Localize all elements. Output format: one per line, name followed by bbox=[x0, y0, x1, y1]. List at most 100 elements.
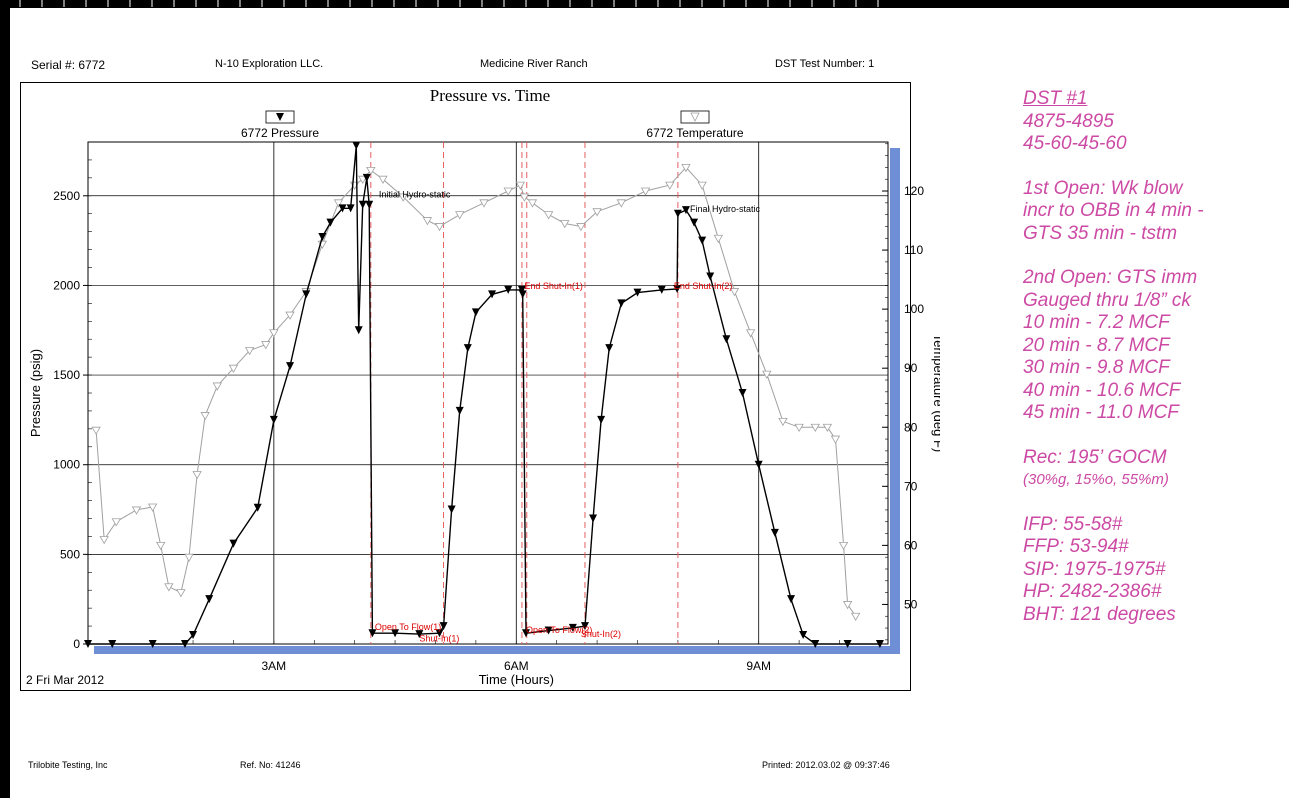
temperature-point bbox=[164, 583, 174, 592]
chart-shadow-right bbox=[890, 148, 900, 652]
pressure-point bbox=[286, 362, 295, 371]
temperature-point bbox=[778, 417, 788, 427]
x-tick-label: 9AM bbox=[746, 659, 771, 673]
pressure-point bbox=[447, 505, 456, 514]
pressure-point bbox=[84, 640, 92, 648]
y-axis-label: Pressure (psig) bbox=[28, 349, 43, 437]
footer-company: Trilobite Testing, Inc bbox=[28, 760, 108, 770]
y2-tick-label: 80 bbox=[904, 420, 918, 434]
temperature-point bbox=[131, 506, 142, 515]
temperature-point bbox=[640, 187, 651, 196]
open2-line: 40 min - 10.6 MCF bbox=[1023, 379, 1181, 401]
y2-axis-label: Temperature (deg F) bbox=[931, 334, 940, 453]
pressure-point bbox=[673, 209, 682, 218]
pressure-point bbox=[439, 622, 448, 631]
report-page: Serial #: 6772 N-10 Exploration LLC. Med… bbox=[10, 8, 1289, 798]
company-name: N-10 Exploration LLC. bbox=[215, 58, 324, 70]
temperature-point bbox=[333, 199, 344, 208]
temperature-point bbox=[560, 220, 570, 229]
temperature-point bbox=[592, 208, 602, 217]
open1-line: incr to OBB in 4 min - bbox=[1023, 200, 1204, 221]
x-tick-label: 6AM bbox=[504, 659, 529, 673]
y2-tick-label: 120 bbox=[904, 184, 924, 198]
test-number: DST Test Number: 1 bbox=[775, 58, 875, 70]
y2-tick-label: 100 bbox=[904, 302, 924, 316]
temperature-point bbox=[697, 181, 707, 190]
temperature-point bbox=[794, 423, 804, 433]
pressure-line: SIP: 1975-1975# bbox=[1023, 558, 1166, 580]
notes-times: 45-60-45-60 bbox=[1023, 133, 1127, 154]
pressure-point bbox=[517, 285, 526, 294]
open1-line: GTS 35 min - tstm bbox=[1023, 222, 1178, 244]
event-annotation: Final Hydro-static bbox=[690, 204, 761, 214]
y-tick-label: 2000 bbox=[53, 278, 80, 292]
event-annotation: Open To Flow(1) bbox=[375, 622, 441, 632]
y2-tick-label: 70 bbox=[904, 479, 918, 493]
temperature-point bbox=[665, 181, 675, 190]
legend-label: 6772 Pressure bbox=[241, 126, 319, 140]
temperature-point bbox=[285, 311, 295, 320]
pressure-line: BHT: 121 degrees bbox=[1023, 603, 1176, 625]
temperature-point bbox=[842, 601, 853, 610]
temperature-point bbox=[576, 223, 586, 232]
temperature-point bbox=[850, 612, 861, 622]
event-annotation: Initial Hydro-static bbox=[379, 190, 451, 200]
pressure-point bbox=[754, 460, 763, 469]
temperature-point bbox=[745, 329, 756, 338]
temperature-point bbox=[527, 199, 538, 208]
event-annotation: Shut-In(2) bbox=[581, 629, 621, 639]
pressure-point bbox=[738, 389, 747, 397]
pressure-point bbox=[657, 285, 666, 294]
temperature-point bbox=[378, 175, 388, 185]
pressure-point bbox=[189, 631, 198, 640]
temperature-point bbox=[228, 364, 239, 374]
legend-marker bbox=[276, 113, 284, 121]
pressure-point bbox=[690, 218, 699, 227]
legend-marker bbox=[690, 112, 700, 122]
pressure-point bbox=[318, 233, 327, 242]
y2-tick-label: 50 bbox=[904, 597, 918, 611]
event-annotation: End Shut-In(1) bbox=[524, 281, 583, 291]
temperature-point bbox=[479, 199, 489, 208]
pressure-point bbox=[504, 285, 513, 294]
pressure-point bbox=[488, 290, 497, 299]
pressure-point bbox=[365, 200, 374, 209]
temperature-point bbox=[366, 166, 376, 176]
pressure-point bbox=[354, 326, 363, 335]
pressure-point bbox=[580, 622, 589, 631]
event-annotation: Shut-In(1) bbox=[419, 633, 459, 643]
temperature-point bbox=[729, 288, 740, 297]
open2-line: Gauged thru 1/8” ck bbox=[1023, 289, 1191, 311]
event-annotation: End Shut-In(2) bbox=[674, 281, 733, 291]
legend-label: 6772 Temperature bbox=[646, 126, 744, 140]
temperature-point bbox=[192, 471, 202, 480]
footer-printed: Printed: 2012.03.02 @ 09:37:46 bbox=[762, 760, 890, 770]
event-annotation: Open To Flow(2) bbox=[526, 625, 592, 635]
pressure-point bbox=[148, 640, 157, 648]
pressure-point bbox=[415, 630, 424, 639]
pressure-point bbox=[338, 204, 347, 213]
temperature-point bbox=[434, 223, 445, 232]
pressure-point bbox=[358, 200, 367, 209]
pressure-point bbox=[108, 640, 117, 648]
y-tick-label: 1500 bbox=[53, 368, 80, 382]
x-axis-label: Time (Hours) bbox=[479, 672, 554, 687]
recovery: Rec: 195’ GOCM bbox=[1023, 446, 1167, 468]
pressure-point bbox=[435, 629, 444, 638]
temperature-point bbox=[713, 234, 723, 244]
pressure-point bbox=[568, 623, 577, 632]
temperature-point bbox=[455, 211, 465, 220]
pressure-point bbox=[706, 272, 715, 281]
open2-line: 20 min - 8.7 MCF bbox=[1023, 334, 1170, 356]
date-label: 2 Fri Mar 2012 bbox=[26, 673, 104, 687]
pressure-time-chart: 0 500 1000 1500 2000 2500 50 60 70 80 90 100 110 120 3… bbox=[20, 82, 940, 691]
open2-line: 45 min - 11.0 MCF bbox=[1023, 402, 1179, 423]
pressure-line bbox=[88, 145, 880, 645]
y-tick-label: 0 bbox=[73, 637, 80, 651]
pressure-point bbox=[391, 629, 400, 638]
pressure-point bbox=[326, 218, 335, 227]
test-notes: DST #1 4875-4895 45-60-45-60 1st Open: W… bbox=[1023, 88, 1204, 648]
pressure-point bbox=[521, 629, 530, 638]
pressure-point bbox=[471, 308, 480, 317]
pressure-point bbox=[455, 406, 464, 415]
